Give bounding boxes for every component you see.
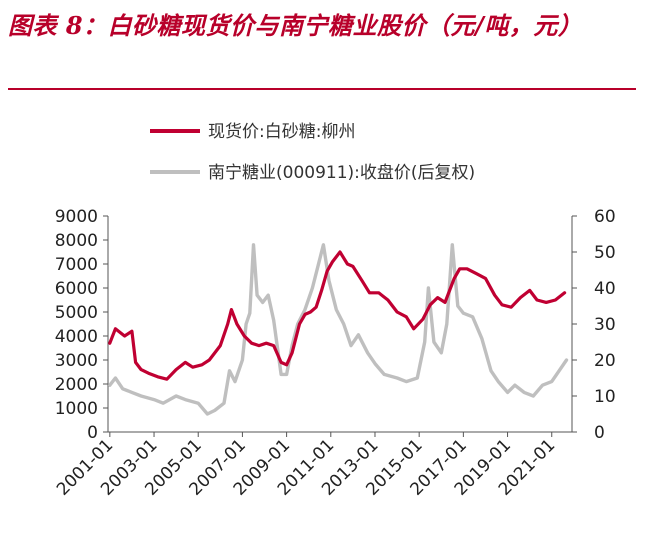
y-left-tick-label: 1000: [55, 399, 98, 419]
y-right-tick-label: 50: [594, 243, 616, 263]
y-right-tick-label: 0: [594, 423, 605, 443]
y-left-tick-label: 4000: [55, 327, 98, 347]
legend-label: 南宁糖业(000911):收盘价(后复权): [208, 163, 475, 183]
y-right-tick-label: 20: [594, 351, 616, 371]
y-right-tick-label: 10: [594, 387, 616, 407]
title-divider: [8, 88, 636, 90]
y-left-tick-label: 6000: [55, 279, 98, 299]
series-line-nanning-sugar-stock: [108, 243, 569, 416]
legend-label: 现货价:白砂糖:柳州: [208, 122, 355, 142]
axes: 0 1000 2000 3000 4000 5000 6000 7000 8000 9000 0 10…: [53, 207, 616, 500]
y-left-tick-label: 7000: [55, 255, 98, 275]
y-left-tick-label: 9000: [55, 207, 98, 227]
series-line-sugar-spot-price: [108, 250, 567, 381]
y-right-tick-label: 30: [594, 315, 616, 335]
y-left-tick-label: 2000: [55, 375, 98, 395]
y-right-tick-label: 60: [594, 207, 616, 227]
y-left-tick-label: 3000: [55, 351, 98, 371]
y-left-tick-label: 8000: [55, 231, 98, 251]
chart-title: 图表 8：白砂糖现货价与南宁糖业股价（元/吨，元）: [8, 11, 583, 40]
y-right-tick-label: 40: [594, 279, 616, 299]
series-layer: [108, 243, 569, 416]
y-left-tick-label: 0: [87, 423, 98, 443]
y-left-tick-label: 5000: [55, 303, 98, 323]
